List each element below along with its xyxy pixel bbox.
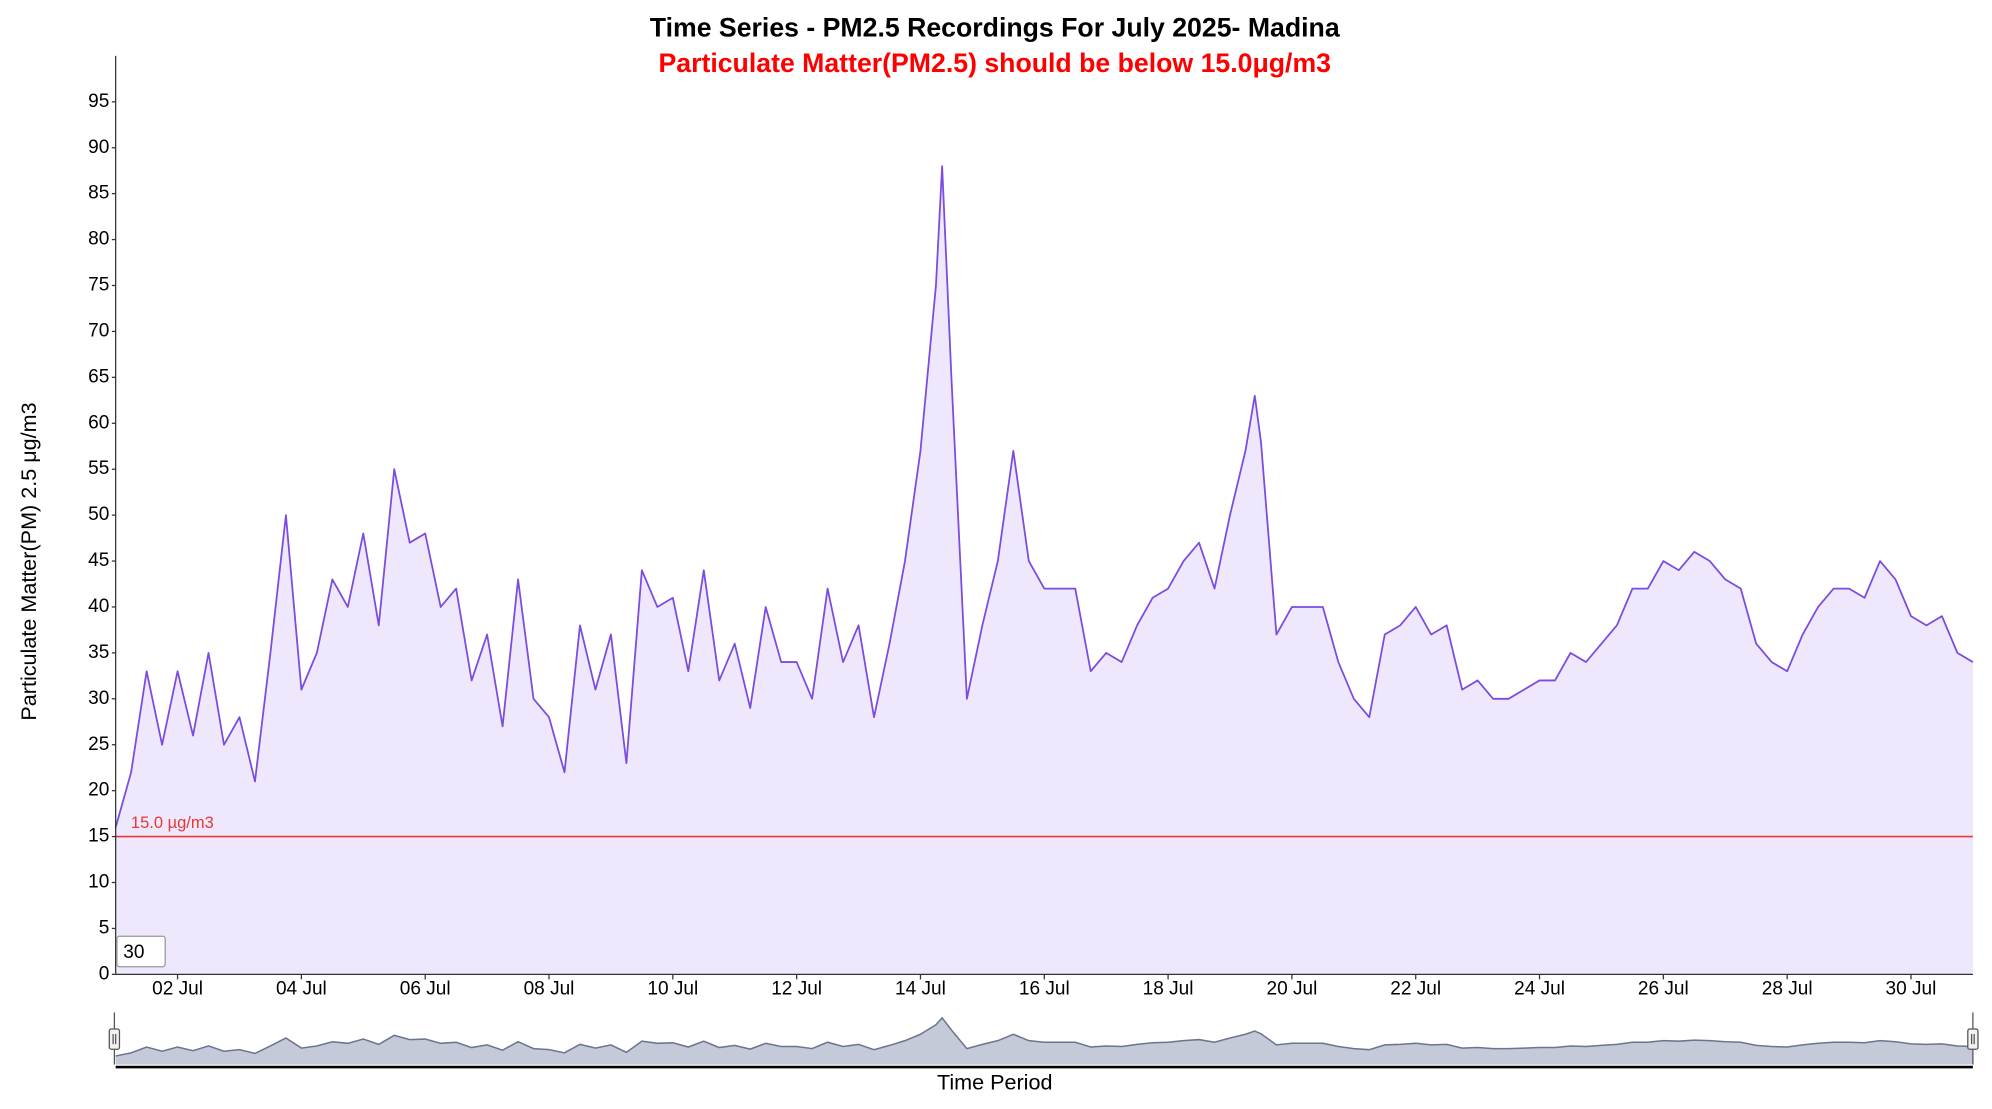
y-tick-label: 55	[88, 458, 109, 479]
window-input-value[interactable]: 30	[123, 942, 144, 963]
y-tick-label: 85	[88, 183, 109, 204]
x-tick-label: 04 Jul	[276, 979, 327, 1000]
y-tick-label: 30	[88, 688, 109, 709]
navigator-handle[interactable]	[108, 1028, 121, 1050]
x-tick-label: 08 Jul	[524, 979, 575, 1000]
x-tick-label: 20 Jul	[1266, 979, 1317, 1000]
x-tick-label: 12 Jul	[771, 979, 822, 1000]
x-tick-label: 24 Jul	[1514, 979, 1565, 1000]
y-tick-label: 10	[88, 872, 109, 893]
y-tick-label: 20	[88, 780, 109, 801]
y-tick-label: 90	[88, 137, 109, 158]
x-tick-label: 06 Jul	[400, 979, 451, 1000]
y-tick-label: 75	[88, 275, 109, 296]
x-tick-label: 22 Jul	[1390, 979, 1441, 1000]
series-line	[114, 165, 1974, 828]
y-tick-label: 5	[99, 917, 110, 938]
area-fill	[115, 166, 1973, 975]
x-tick-label: 16 Jul	[1019, 979, 1070, 1000]
x-axis-label: Time Period	[937, 1069, 1053, 1094]
x-tick-label: 30 Jul	[1886, 979, 1937, 1000]
y-tick-label: 15	[88, 826, 109, 847]
y-tick-label: 45	[88, 550, 109, 571]
chart-subtitle: Particulate Matter(PM2.5) should be belo…	[658, 48, 1331, 78]
y-tick-label: 0	[99, 963, 110, 984]
chart-title: Time Series - PM2.5 Recordings For July …	[650, 12, 1340, 42]
navigator-handle[interactable]	[1967, 1028, 1979, 1050]
x-tick-label: 14 Jul	[895, 979, 946, 1000]
y-tick-label: 40	[88, 596, 109, 617]
y-axis-label: Particulate Matter(PM) 2.5 μg/m3	[16, 402, 41, 720]
x-tick-label: 18 Jul	[1143, 979, 1194, 1000]
x-tick-label: 02 Jul	[152, 979, 203, 1000]
y-tick-label: 35	[88, 642, 109, 663]
y-tick-label: 25	[88, 734, 109, 755]
y-tick-label: 80	[88, 229, 109, 250]
y-tick-label: 60	[88, 412, 109, 433]
y-tick-label: 70	[88, 320, 109, 341]
x-tick-label: 28 Jul	[1762, 979, 1813, 1000]
navigator-area	[115, 1017, 1973, 1065]
window-input[interactable]	[116, 935, 166, 968]
y-tick-label: 50	[88, 504, 109, 525]
threshold-label: 15.0 µg/m3	[131, 814, 214, 832]
x-tick-label: 10 Jul	[647, 979, 698, 1000]
y-tick-label: 95	[88, 91, 109, 112]
navigator-line	[115, 1016, 1973, 1057]
y-tick-label: 65	[88, 366, 109, 387]
x-tick-label: 26 Jul	[1638, 979, 1689, 1000]
